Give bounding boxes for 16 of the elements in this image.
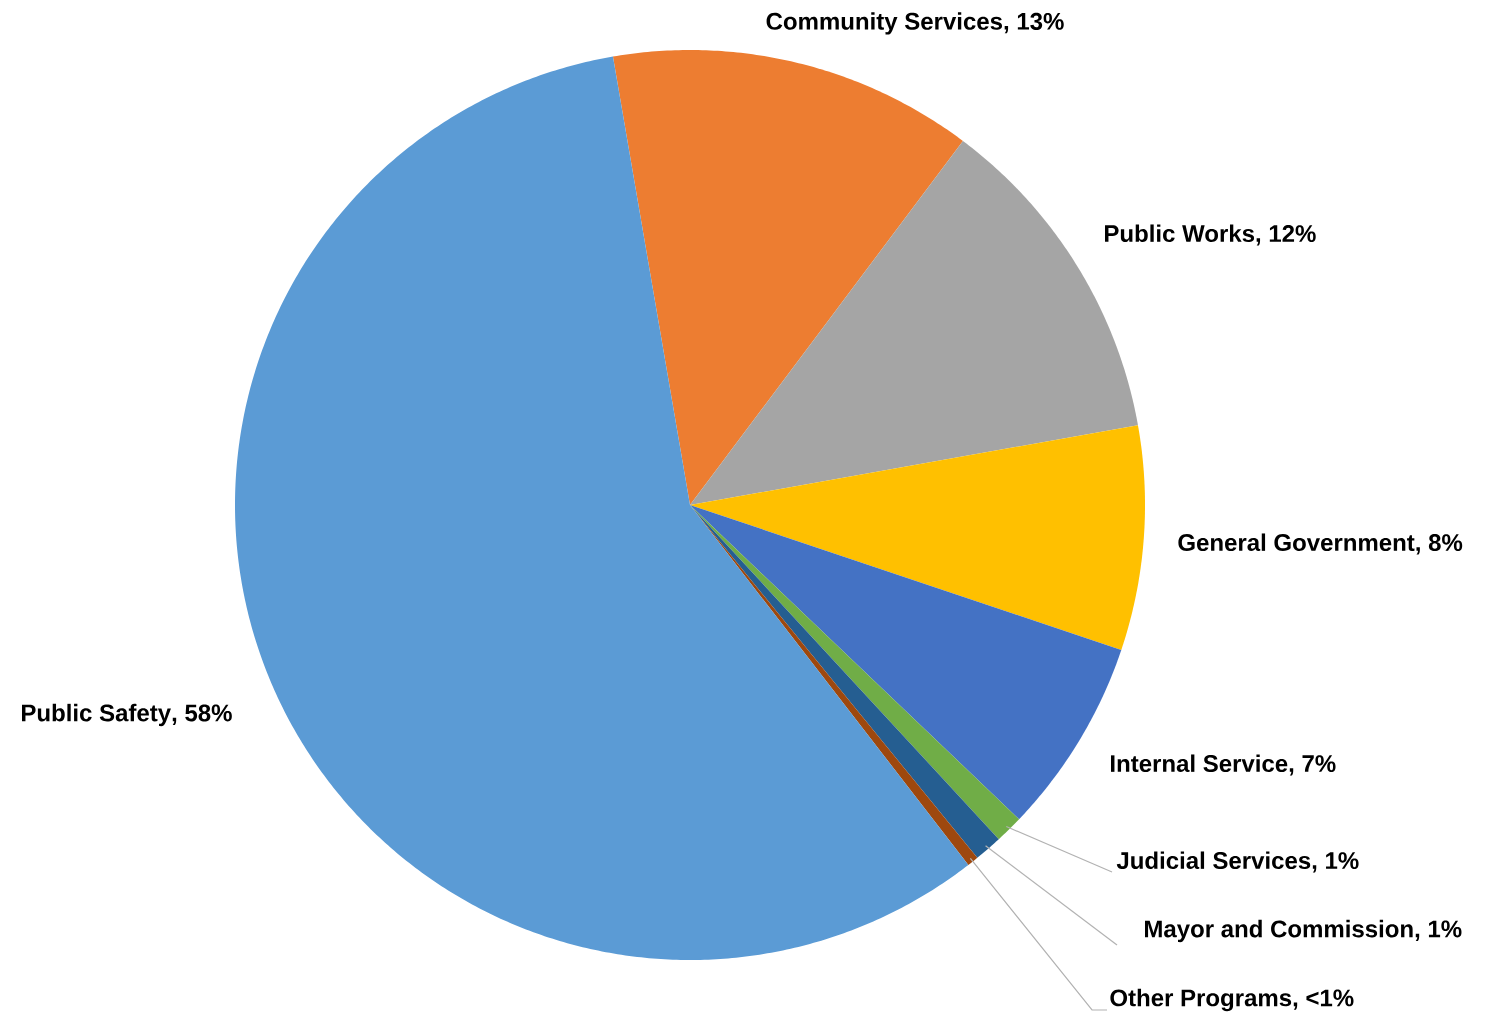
slice-label: General Government [1178,533,1415,552]
slice-label: Judicial Services [1116,851,1311,870]
data-label: , 1% [1415,920,1462,941]
slice-label: Public Works [1105,224,1255,243]
data-label: , 12% [1256,225,1316,246]
data-label: , 8% [1416,534,1463,555]
data-label: , 7% [1289,755,1336,776]
slice-label: Public Safety [22,703,171,727]
slice-label: Community Services [766,12,1003,35]
slice-label: Mayor and Commission [1145,919,1413,943]
data-label: , 13% [1004,12,1064,34]
data-label: , <1% [1293,989,1354,1010]
data-label: , 1% [1312,852,1359,873]
data-label: , 58% [172,704,232,725]
slice-label: Internal Service [1111,754,1288,773]
slice-label: Other Programs [1110,988,1292,1012]
